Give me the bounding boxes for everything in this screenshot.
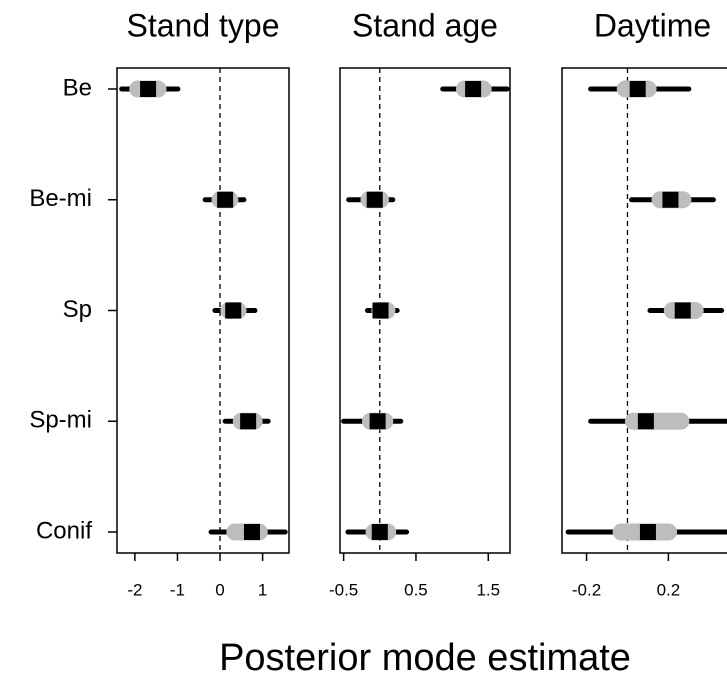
y-tick-label: Be-mi: [29, 185, 92, 212]
mode-marker: [629, 81, 646, 97]
mode-marker: [372, 302, 389, 319]
mode-marker: [140, 81, 157, 97]
mode-marker: [674, 302, 691, 319]
y-tick-label: Sp-mi: [29, 407, 92, 434]
x-tick-label: 1.5: [476, 580, 500, 599]
mode-marker: [371, 524, 388, 540]
mode-marker: [366, 191, 383, 208]
panel-title: Stand age: [352, 7, 498, 43]
mode-marker: [662, 191, 679, 208]
mode-marker: [465, 81, 482, 97]
mode-marker: [240, 413, 257, 430]
x-tick-label: -0.5: [329, 580, 358, 599]
y-tick-label: Sp: [63, 296, 92, 323]
x-tick-label: 0.2: [657, 580, 681, 599]
panel-frame: [339, 67, 511, 554]
mode-marker: [637, 413, 654, 430]
mode-marker: [639, 524, 656, 540]
x-tick-label: 0: [215, 580, 224, 599]
x-tick-label: -1: [170, 580, 185, 599]
panel-frame: [561, 67, 727, 554]
x-tick-label: 0.5: [404, 580, 428, 599]
y-tick-label: Be: [63, 74, 92, 101]
panel-frame: [116, 67, 290, 554]
panel-title: Daytime: [594, 7, 711, 43]
mode-marker: [225, 302, 242, 319]
x-tick-label: 1: [258, 580, 267, 599]
mode-marker: [243, 524, 260, 540]
y-tick-label: Conif: [36, 517, 92, 544]
x-tick-label: -2: [127, 580, 142, 599]
panel-title: Stand type: [127, 7, 280, 43]
x-axis-label: Posterior mode estimate: [219, 637, 631, 679]
mode-marker: [369, 413, 386, 430]
x-tick-label: -0.2: [572, 580, 601, 599]
mode-marker: [217, 191, 234, 208]
